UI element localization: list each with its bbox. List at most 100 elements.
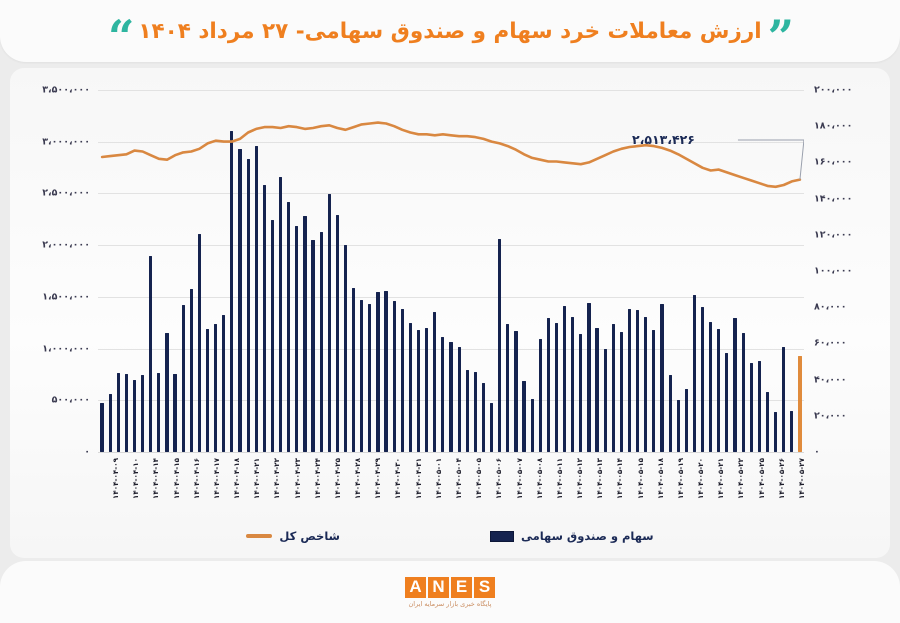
bar[interactable] <box>473 372 477 452</box>
bar[interactable] <box>587 303 591 452</box>
gridline <box>98 141 804 143</box>
bar[interactable] <box>433 312 437 452</box>
bar[interactable] <box>278 176 283 452</box>
bar[interactable] <box>782 346 786 452</box>
bar[interactable] <box>319 231 323 452</box>
bar[interactable] <box>571 316 575 452</box>
bar[interactable] <box>392 301 396 452</box>
bar[interactable] <box>270 220 275 452</box>
bar[interactable] <box>287 201 291 452</box>
bar[interactable] <box>514 331 518 452</box>
bar[interactable] <box>400 309 404 452</box>
bar[interactable] <box>546 317 550 452</box>
x-tick-label: ۱۴۰۴-۰۴-۳۱ <box>413 458 423 500</box>
bar[interactable] <box>408 322 412 452</box>
bar[interactable] <box>522 380 526 452</box>
bar[interactable] <box>230 131 234 452</box>
bar[interactable] <box>352 287 356 452</box>
bar[interactable] <box>700 307 705 452</box>
bar[interactable] <box>165 333 169 452</box>
bar[interactable] <box>335 215 339 452</box>
bar[interactable] <box>425 327 429 452</box>
bar[interactable] <box>790 410 794 452</box>
bar[interactable] <box>676 400 680 452</box>
y-tick-right: ۲۰،۰۰۰ <box>814 410 847 422</box>
bar[interactable] <box>181 305 185 452</box>
bar[interactable] <box>465 370 469 452</box>
y-tick-right: ۰ <box>814 446 820 458</box>
bar[interactable] <box>416 329 421 452</box>
legend-item-bars[interactable]: سهام و صندوق سهامی <box>489 529 654 543</box>
bar[interactable] <box>644 316 648 452</box>
bar[interactable] <box>343 245 348 452</box>
bar[interactable] <box>741 333 745 452</box>
bar[interactable] <box>481 382 486 452</box>
bar[interactable] <box>757 360 761 452</box>
bar[interactable] <box>530 399 534 452</box>
bar[interactable] <box>457 346 461 452</box>
legend-item-line[interactable]: شاخص کل <box>246 529 340 543</box>
bar[interactable] <box>749 363 753 452</box>
bar[interactable] <box>684 388 688 452</box>
bar[interactable] <box>327 194 331 452</box>
bar[interactable] <box>214 323 218 452</box>
bar[interactable] <box>157 372 161 452</box>
bar[interactable] <box>660 304 664 452</box>
bar[interactable] <box>498 238 502 452</box>
bar[interactable] <box>238 148 242 452</box>
y-tick-right: ۲۰۰،۰۰۰ <box>814 84 853 96</box>
bar[interactable] <box>116 373 120 452</box>
bar[interactable] <box>717 328 721 452</box>
bar[interactable] <box>132 379 137 452</box>
bar[interactable] <box>538 339 542 452</box>
bar[interactable] <box>108 394 112 452</box>
bar[interactable] <box>141 374 145 452</box>
bar[interactable] <box>595 327 599 452</box>
index-line-svg <box>100 121 805 189</box>
bar[interactable] <box>652 329 656 452</box>
bar[interactable] <box>311 239 315 452</box>
bar[interactable] <box>733 317 737 452</box>
bar[interactable] <box>368 304 372 452</box>
sena-logo-letter: A <box>405 576 426 598</box>
bar[interactable] <box>725 352 729 452</box>
gridline <box>98 245 804 247</box>
bar[interactable] <box>124 374 128 452</box>
bar[interactable] <box>554 322 559 452</box>
bar[interactable] <box>636 310 640 452</box>
bar[interactable] <box>619 332 623 452</box>
bar[interactable] <box>222 315 226 452</box>
bar[interactable] <box>295 225 299 452</box>
y-tick-left: ۲،۵۰۰،۰۰۰ <box>42 187 90 199</box>
bar[interactable] <box>563 306 567 452</box>
bar[interactable] <box>246 159 250 452</box>
bar[interactable] <box>611 323 615 452</box>
bar[interactable] <box>149 255 153 452</box>
bar[interactable] <box>197 233 202 452</box>
bar[interactable] <box>254 145 258 452</box>
bar[interactable] <box>205 328 210 452</box>
x-tick-label: ۱۴۰۴-۰۵-۰۵ <box>474 458 484 500</box>
bar[interactable] <box>506 323 510 452</box>
bar[interactable] <box>376 291 380 452</box>
bar[interactable] <box>100 403 104 452</box>
bar[interactable] <box>668 375 672 452</box>
bar[interactable] <box>627 309 632 452</box>
bar[interactable] <box>189 288 193 452</box>
bar[interactable] <box>173 373 177 452</box>
bar[interactable] <box>798 355 802 452</box>
bar[interactable] <box>603 348 607 452</box>
bar[interactable] <box>449 342 453 452</box>
bar[interactable] <box>384 290 388 452</box>
bar[interactable] <box>360 299 364 452</box>
bar[interactable] <box>773 411 778 452</box>
y-tick-left: ۳،۰۰۰،۰۰۰ <box>42 136 90 148</box>
bar[interactable] <box>692 294 697 452</box>
bar[interactable] <box>765 392 770 452</box>
bar[interactable] <box>441 337 445 452</box>
bar[interactable] <box>709 321 713 452</box>
bar[interactable] <box>579 334 583 452</box>
bar[interactable] <box>303 216 307 452</box>
bar[interactable] <box>489 403 494 452</box>
bar[interactable] <box>262 185 266 452</box>
